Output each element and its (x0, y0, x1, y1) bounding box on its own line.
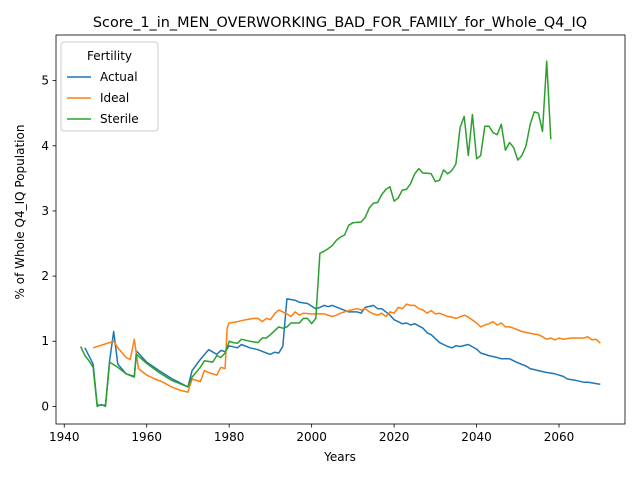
chart-title: Score_1_in_MEN_OVERWORKING_BAD_FOR_FAMIL… (93, 15, 587, 31)
y-axis-label: % of Whole Q4_IQ Population (13, 125, 27, 300)
x-axis-label: Years (323, 450, 356, 464)
x-tick-label: 1940 (49, 430, 80, 444)
series-line-ideal (92, 303, 601, 393)
x-tick-label: 2000 (296, 430, 327, 444)
x-tick-label: 2060 (544, 430, 575, 444)
y-axis: 0 1 2 3 4 5 (41, 74, 56, 413)
legend-label-sterile: Sterile (100, 112, 139, 126)
x-tick-label: 1960 (131, 430, 162, 444)
y-tick-label: 4 (41, 139, 49, 153)
y-tick-label: 0 (41, 399, 49, 413)
plot-frame (55, 34, 626, 425)
y-tick-label: 5 (41, 74, 49, 88)
series-line-actual (84, 298, 601, 406)
x-tick-label: 2040 (461, 430, 492, 444)
legend-title: Fertility (87, 49, 132, 63)
y-tick-label: 3 (41, 204, 49, 218)
x-tick-label: 2020 (379, 430, 410, 444)
y-tick-label: 1 (41, 334, 49, 348)
legend-box (60, 41, 159, 132)
legend-label-actual: Actual (100, 70, 138, 84)
series-line-sterile (80, 60, 552, 408)
x-tick-label: 1980 (214, 430, 245, 444)
y-tick-label: 2 (41, 269, 49, 283)
legend-label-ideal: Ideal (100, 91, 129, 105)
x-axis: 1940 1960 1980 2000 2020 2040 2060 (49, 424, 574, 444)
plot-area (55, 34, 626, 425)
legend: Fertility Actual Ideal Sterile (60, 41, 159, 132)
